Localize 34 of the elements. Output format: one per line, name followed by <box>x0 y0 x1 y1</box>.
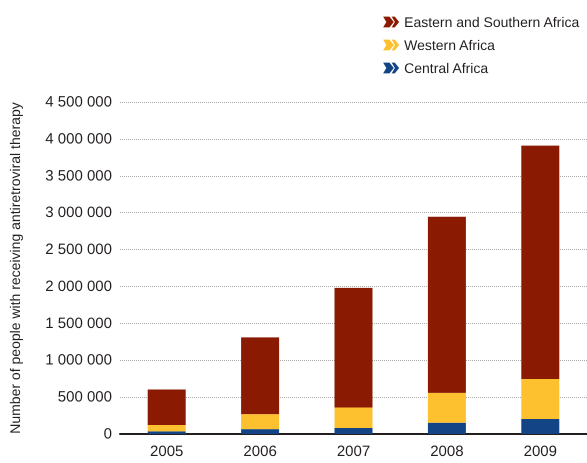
bar <box>241 414 280 430</box>
legend-label: Western Africa <box>404 37 496 53</box>
bar <box>148 425 186 432</box>
bar <box>428 422 466 434</box>
x-tick-label: 2005 <box>150 443 184 460</box>
y-tick-label: 3 000 000 <box>45 204 112 222</box>
bar <box>334 407 372 428</box>
y-tick-label: 4 500 000 <box>45 94 112 110</box>
bar <box>241 429 280 434</box>
bar <box>521 419 560 434</box>
y-tick-label: 0 <box>104 426 112 442</box>
bar <box>428 392 466 423</box>
legend-label: Eastern and Southern Africa <box>404 14 580 30</box>
y-tick-label: 2 500 000 <box>45 241 112 258</box>
bar <box>241 337 280 414</box>
y-tick-label: 500 000 <box>58 388 112 406</box>
x-tick-label: 2009 <box>524 443 557 460</box>
bar <box>428 216 466 393</box>
y-tick-label: 1 500 000 <box>45 314 112 332</box>
bar <box>148 389 186 425</box>
bar <box>521 146 560 379</box>
bar <box>334 288 372 408</box>
y-tick-label: 4 000 000 <box>45 130 112 148</box>
legend-label: Central Africa <box>404 60 488 76</box>
y-tick-label: 2 000 000 <box>45 278 112 295</box>
bar <box>521 378 560 420</box>
bar <box>334 428 372 434</box>
y-axis-title: Number of people with receiving antiretroviral therapy <box>7 102 23 434</box>
x-tick-label: 2007 <box>336 443 370 460</box>
bar <box>148 431 186 434</box>
y-tick-label: 1 000 000 <box>45 352 112 369</box>
x-tick-label: 2008 <box>430 443 464 460</box>
y-tick-label: 3 500 000 <box>45 167 112 184</box>
x-tick-label: 2006 <box>243 443 277 460</box>
